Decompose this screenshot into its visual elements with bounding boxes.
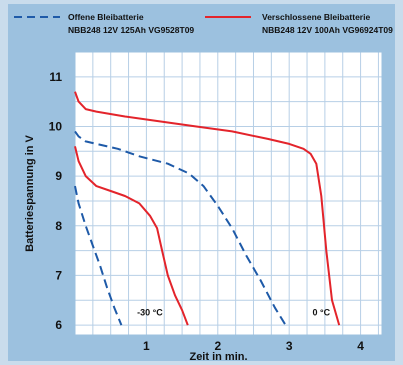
y-tick-label: 11 [49, 70, 62, 84]
y-tick-label: 9 [55, 169, 62, 183]
legend-detail: NBB248 12V 100Ah VG96924T09 [262, 25, 393, 35]
y-tick-label: 8 [55, 219, 62, 233]
x-tick-label: 2 [214, 339, 221, 353]
legend-label: Offene Bleibatterie [68, 12, 144, 22]
x-tick-label: 1 [143, 339, 150, 353]
series-line-offen-0c [74, 130, 287, 326]
y-tick-label: 7 [55, 268, 62, 282]
series-line-verschlossen-minus30c [74, 146, 189, 326]
legend-detail: NBB248 12V 125Ah VG9528T09 [68, 25, 194, 35]
temperature-annotation: -30 °C [137, 308, 163, 318]
x-tick-label: 4 [357, 339, 364, 353]
x-tick-label: 3 [286, 339, 293, 353]
x-axis-label: Zeit in min. [189, 351, 247, 363]
plot-border [74, 51, 383, 336]
plot-area [75, 52, 382, 335]
y-tick-label: 10 [49, 119, 63, 133]
series-line-offen-minus30c [74, 185, 123, 326]
y-axis-label: Batteriespannung in V [24, 134, 36, 251]
legend-label: Verschlossene Bleibatterie [262, 12, 370, 22]
temperature-annotation: 0 °C [313, 308, 331, 318]
series-line-verschlossen-0c [74, 91, 341, 326]
y-tick-label: 6 [55, 318, 62, 332]
